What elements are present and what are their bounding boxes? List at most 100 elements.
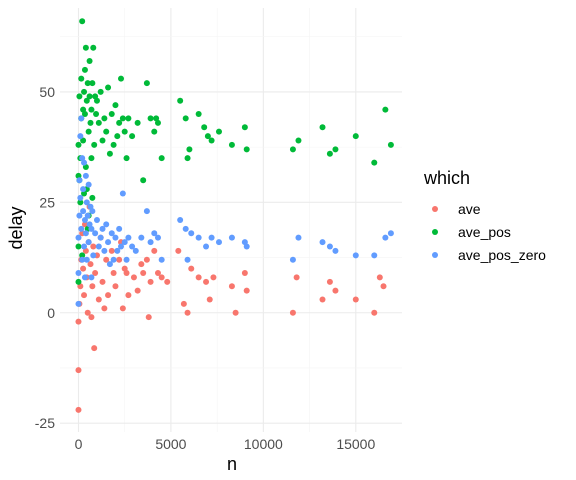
data-point: [91, 345, 98, 352]
data-point: [83, 256, 90, 263]
data-point: [75, 234, 82, 241]
data-point: [145, 314, 152, 321]
data-point: [80, 208, 87, 215]
data-point: [295, 234, 302, 241]
data-points: [75, 18, 394, 413]
data-point: [387, 141, 394, 148]
data-point: [76, 93, 83, 100]
data-point: [326, 150, 333, 157]
data-point: [243, 287, 250, 294]
data-point: [103, 128, 110, 135]
data-point: [125, 115, 132, 122]
data-point: [195, 234, 202, 241]
data-point: [108, 111, 115, 117]
data-point: [228, 141, 235, 148]
data-point: [85, 128, 92, 135]
data-point: [382, 234, 389, 241]
data-point: [123, 155, 130, 162]
data-point: [293, 274, 300, 281]
data-point: [140, 270, 147, 276]
data-point: [78, 115, 85, 122]
data-point: [81, 88, 88, 95]
data-point: [105, 239, 112, 246]
data-point: [129, 243, 136, 250]
data-point: [89, 283, 96, 290]
data-point: [201, 124, 208, 131]
data-point: [83, 199, 90, 206]
data-point: [89, 208, 96, 215]
data-point: [106, 261, 113, 268]
data-point: [103, 256, 110, 263]
data-point: [95, 243, 102, 250]
data-point: [289, 146, 296, 153]
data-point: [188, 265, 195, 272]
data-point: [85, 239, 92, 246]
data-point: [89, 80, 96, 87]
series-ave-pos-zero: [75, 115, 394, 307]
x-tick-label: 0: [75, 436, 83, 452]
data-point: [91, 141, 98, 148]
data-point: [129, 133, 136, 140]
data-point: [81, 66, 88, 73]
data-point: [99, 225, 106, 232]
data-point: [79, 252, 86, 259]
data-point: [184, 155, 191, 162]
data-point: [158, 155, 165, 162]
data-point: [105, 84, 112, 91]
data-point: [103, 221, 110, 228]
data-point: [208, 137, 215, 144]
data-point: [232, 309, 239, 316]
data-point: [89, 194, 96, 201]
legend-title: which: [423, 168, 470, 188]
data-point: [151, 230, 158, 237]
data-point: [188, 230, 195, 237]
data-point: [154, 234, 161, 241]
data-point: [182, 115, 189, 122]
grid: [60, 8, 402, 432]
data-point: [151, 247, 158, 254]
y-tick-label: 25: [39, 194, 55, 210]
data-point: [121, 239, 128, 246]
data-point: [289, 256, 296, 263]
data-point: [332, 287, 339, 294]
data-point: [195, 274, 202, 281]
data-point: [138, 234, 145, 241]
data-point: [215, 128, 222, 135]
data-point: [118, 75, 125, 82]
data-point: [210, 274, 217, 281]
legend-items: ave ave_pos ave_pos_zero: [432, 201, 546, 263]
data-point: [371, 159, 378, 166]
data-point: [80, 186, 87, 193]
data-point: [175, 247, 182, 254]
x-axis-title: n: [227, 454, 237, 474]
data-point: [147, 239, 154, 246]
data-point: [84, 309, 91, 316]
data-point: [371, 309, 378, 316]
data-point: [352, 133, 359, 140]
data-point: [243, 146, 250, 153]
data-point: [206, 296, 213, 303]
data-point: [387, 230, 394, 237]
data-point: [158, 274, 165, 281]
data-point: [84, 80, 91, 87]
data-point: [86, 93, 93, 100]
data-point: [182, 225, 189, 232]
data-point: [319, 124, 326, 131]
data-point: [97, 88, 104, 95]
data-point: [119, 115, 126, 122]
data-point: [88, 314, 95, 321]
data-point: [154, 119, 161, 126]
data-point: [81, 221, 88, 228]
data-point: [215, 239, 222, 246]
data-point: [75, 141, 82, 148]
data-point: [208, 234, 215, 241]
data-point: [203, 278, 210, 285]
data-point: [119, 305, 126, 312]
data-point: [80, 137, 87, 144]
data-point: [147, 115, 154, 122]
data-point: [143, 256, 150, 263]
data-point: [108, 230, 115, 237]
data-point: [228, 283, 235, 290]
data-point: [376, 274, 383, 281]
data-point: [101, 305, 108, 312]
